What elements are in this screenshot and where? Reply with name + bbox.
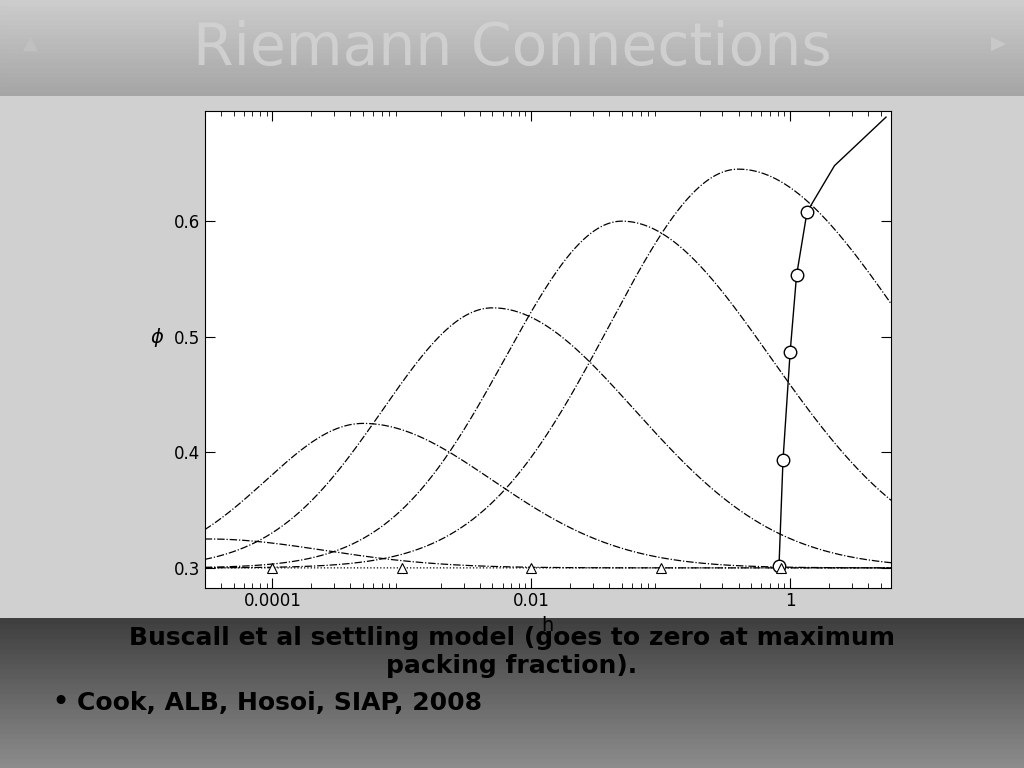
Bar [0, 718, 1024, 723]
Bar [0, 688, 1024, 693]
Bar [0, 703, 1024, 708]
Text: •: • [51, 688, 70, 717]
Bar [0, 68, 1024, 72]
Bar [0, 653, 1024, 658]
Bar [0, 673, 1024, 678]
Bar [0, 48, 1024, 53]
Bar [0, 763, 1024, 768]
X-axis label: h: h [542, 616, 554, 635]
Bar [0, 728, 1024, 733]
Bar [0, 72, 1024, 77]
Bar [0, 24, 1024, 28]
Bar [0, 53, 1024, 58]
Bar [0, 10, 1024, 15]
Bar [0, 81, 1024, 87]
Bar [0, 698, 1024, 703]
Bar [0, 743, 1024, 748]
Bar [0, 648, 1024, 653]
Bar [0, 633, 1024, 638]
Bar [0, 658, 1024, 664]
Bar [0, 0, 1024, 5]
Bar [0, 733, 1024, 738]
Text: Cook, ALB, Hosoi, SIAP, 2008: Cook, ALB, Hosoi, SIAP, 2008 [77, 690, 482, 715]
Bar [0, 5, 1024, 10]
Bar [0, 758, 1024, 763]
Text: Riemann Connections: Riemann Connections [193, 19, 831, 77]
Bar [0, 91, 1024, 96]
Bar [0, 678, 1024, 684]
Bar [0, 684, 1024, 688]
Bar [0, 708, 1024, 713]
Bar [0, 34, 1024, 38]
Bar [0, 668, 1024, 673]
Bar [0, 43, 1024, 48]
Bar [0, 15, 1024, 19]
Bar [0, 693, 1024, 698]
Text: packing fraction).: packing fraction). [386, 654, 638, 678]
Bar [0, 723, 1024, 728]
Bar [0, 628, 1024, 633]
Y-axis label: $\phi$: $\phi$ [150, 326, 164, 349]
Text: Buscall et al settling model (goes to zero at maximum: Buscall et al settling model (goes to ze… [129, 626, 895, 650]
Bar [0, 638, 1024, 644]
Bar [0, 29, 1024, 34]
Bar [0, 58, 1024, 62]
Bar [0, 618, 1024, 624]
Bar [0, 77, 1024, 81]
Bar [0, 19, 1024, 24]
Bar [0, 753, 1024, 758]
Bar [0, 738, 1024, 743]
Text: ▶: ▶ [991, 34, 1006, 53]
Bar [0, 62, 1024, 68]
Bar [0, 713, 1024, 718]
Bar [0, 87, 1024, 91]
Text: ▲: ▲ [24, 34, 38, 53]
Bar [0, 748, 1024, 753]
Bar [0, 624, 1024, 628]
Bar [0, 664, 1024, 668]
Bar [0, 38, 1024, 43]
Bar [0, 644, 1024, 648]
